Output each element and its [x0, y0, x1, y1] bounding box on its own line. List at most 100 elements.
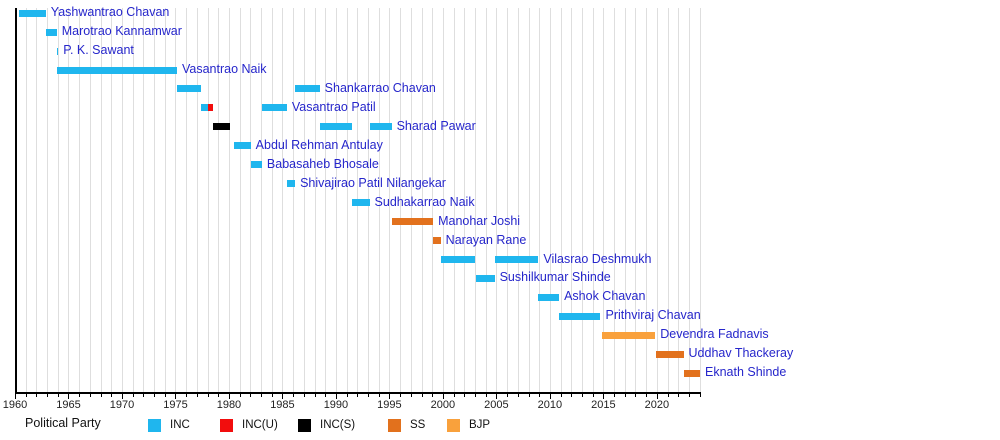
axis-tick-label: 1970 [109, 399, 135, 411]
axis-minor-tick [688, 394, 690, 397]
gridline [111, 8, 113, 392]
person-label: Sharad Pawar [396, 118, 476, 133]
gridline [68, 8, 70, 392]
gridline [79, 8, 81, 392]
gridline [656, 8, 658, 392]
gridline [218, 8, 220, 392]
timeline-bar [538, 293, 560, 301]
timeline-bar [262, 104, 287, 112]
timeline-bar [18, 9, 46, 17]
gridline [549, 8, 551, 392]
timeline-bar [440, 256, 476, 263]
axis-major-tick [389, 394, 391, 399]
gridline [325, 8, 327, 392]
axis-major-tick [603, 394, 605, 399]
axis-minor-tick [346, 394, 348, 397]
gridline [581, 8, 583, 392]
axis-minor-tick [57, 394, 59, 397]
axis-major-tick [228, 394, 230, 399]
x-axis-line [15, 392, 701, 394]
axis-minor-tick [614, 394, 616, 397]
gridline [667, 8, 669, 392]
axis-minor-tick [400, 394, 402, 397]
legend-item-label: INC [170, 419, 190, 431]
axis-minor-tick [571, 394, 573, 397]
timeline-bar [250, 161, 262, 169]
legend-item-label: BJP [469, 419, 491, 431]
axis-minor-tick [699, 394, 701, 397]
person-label: Abdul Rehman Antulay [255, 137, 383, 152]
legend-item: INC(U) [220, 413, 278, 437]
gridline [282, 8, 284, 392]
axis-tick-label: 1980 [216, 399, 242, 411]
axis-tick-label: 1990 [323, 399, 349, 411]
axis-minor-tick [79, 394, 81, 397]
axis-minor-tick [132, 394, 134, 397]
axis-tick-label: 1975 [163, 399, 188, 411]
gridline [635, 8, 637, 392]
gridline [507, 8, 509, 392]
gridline [196, 8, 198, 392]
person-label: Yashwantrao Chavan [50, 5, 170, 20]
legend-item-label: INC(U) [242, 419, 278, 431]
axis-minor-tick [111, 394, 113, 397]
person-label: Narayan Rane [445, 232, 527, 247]
legend-item: INC(S) [298, 413, 355, 437]
person-label: Uddhav Thackeray [688, 346, 794, 361]
timeline-bar [601, 331, 656, 339]
person-label: Prithviraj Chavan [605, 308, 701, 323]
legend-item: BJP [447, 413, 490, 437]
timeline-bar [683, 369, 700, 377]
axis-minor-tick [410, 394, 412, 397]
person-label: Vilasrao Deshmukh [543, 251, 652, 266]
timeline-bar [45, 28, 57, 36]
gridline [410, 8, 412, 392]
axis-major-tick [656, 394, 658, 399]
gridline [154, 8, 156, 392]
axis-tick-label: 2010 [537, 399, 563, 411]
timeline-bar [176, 85, 201, 93]
axis-tick-label: 2000 [430, 399, 456, 411]
axis-minor-tick [646, 394, 648, 397]
axis-tick-label: 2015 [591, 399, 616, 411]
axis-minor-tick [25, 394, 27, 397]
gridline [314, 8, 316, 392]
person-label: Babasaheb Bhosale [266, 156, 379, 171]
axis-minor-tick [261, 394, 263, 397]
gridline [250, 8, 252, 392]
person-label: Ashok Chavan [564, 289, 646, 304]
gridline [47, 8, 49, 392]
axis-minor-tick [475, 394, 477, 397]
gridline [143, 8, 145, 392]
axis-major-tick [335, 394, 337, 399]
axis-minor-tick [560, 394, 562, 397]
gridline [432, 8, 434, 392]
axis-tick-label: 1960 [2, 399, 28, 411]
legend-swatch [148, 418, 161, 432]
axis-minor-tick [314, 394, 316, 397]
timeline-bar [57, 66, 177, 74]
person-label: P. K. Sawant [63, 43, 134, 58]
axis-minor-tick [357, 394, 359, 397]
gridline [464, 8, 466, 392]
gridline [378, 8, 380, 392]
gridline [271, 8, 273, 392]
axis-minor-tick [581, 394, 583, 397]
axis-minor-tick [186, 394, 188, 397]
gridline [678, 8, 680, 392]
gridline [539, 8, 541, 392]
axis-major-tick [175, 394, 177, 399]
legend-swatch [388, 418, 401, 432]
axis-minor-tick [635, 394, 637, 397]
timeline-bar [433, 237, 441, 245]
legend-item: INC [148, 413, 190, 437]
axis-minor-tick [432, 394, 434, 397]
axis-minor-tick [624, 394, 626, 397]
timeline-bar [233, 142, 251, 150]
timeline-bar [475, 274, 495, 282]
axis-minor-tick [421, 394, 423, 397]
gridline [528, 8, 530, 392]
gridline [614, 8, 616, 392]
gridline [421, 8, 423, 392]
timeline-bar [391, 218, 434, 226]
